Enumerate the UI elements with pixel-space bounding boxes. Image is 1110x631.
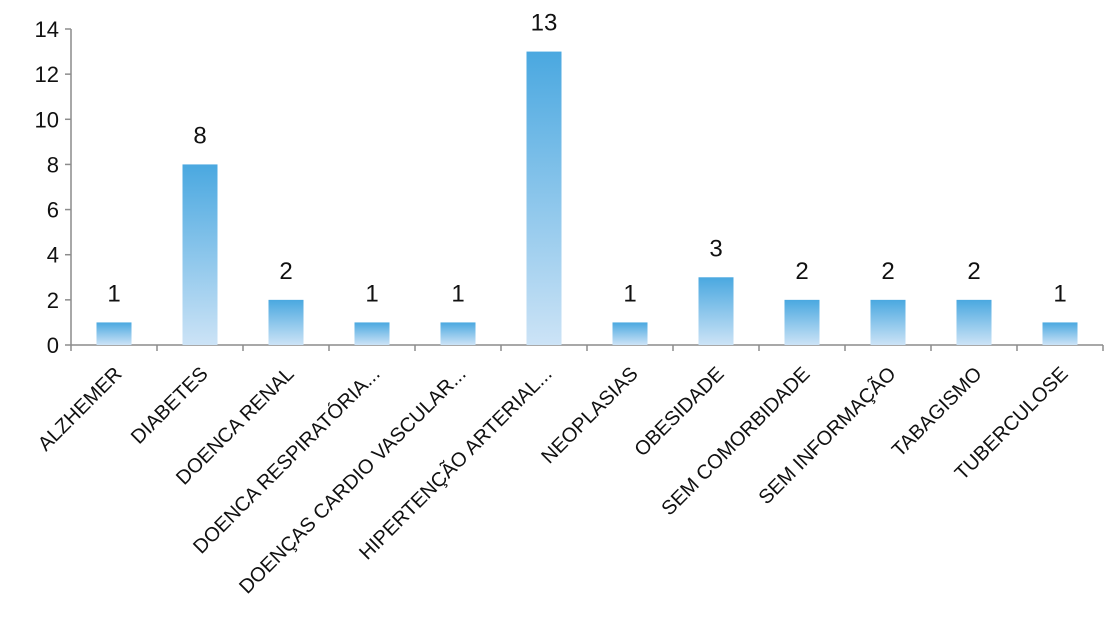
y-tick-label: 2 (47, 288, 59, 313)
y-tick-label: 8 (47, 152, 59, 177)
y-tick-label: 14 (35, 17, 59, 42)
data-label: 8 (193, 122, 206, 149)
bar (698, 277, 734, 345)
data-label: 13 (531, 10, 558, 37)
category-label: DOENCA RESPIRATÓRIA... (189, 362, 385, 558)
category-label: ALZHEMER (34, 363, 127, 456)
bar (182, 164, 218, 345)
y-axis: 0 2 4 6 8 10 12 14 (35, 17, 72, 358)
bar (268, 299, 304, 345)
bar (870, 299, 906, 345)
y-tick-label: 6 (47, 198, 59, 223)
data-label: 1 (107, 280, 120, 307)
bar (784, 299, 820, 345)
data-label: 1 (623, 280, 636, 307)
bar (526, 51, 562, 345)
category-label: SEM INFORMAÇÃO (753, 362, 900, 509)
bar (1042, 322, 1078, 345)
category-label: SEM COMORBIDADE (658, 363, 815, 520)
y-tick-label: 12 (35, 62, 59, 87)
y-tick-label: 4 (47, 243, 59, 268)
data-label: 2 (967, 258, 980, 285)
bar (354, 322, 390, 345)
bar (440, 322, 476, 345)
bar (612, 322, 648, 345)
data-label: 2 (881, 258, 894, 285)
bar (956, 299, 992, 345)
category-label: DIABETES (127, 363, 213, 449)
data-label: 1 (1053, 280, 1066, 307)
x-axis (70, 344, 1104, 351)
data-label: 2 (279, 258, 292, 285)
y-tick-label: 0 (47, 333, 59, 358)
bar (96, 322, 132, 345)
data-label: 1 (451, 280, 464, 307)
data-label: 2 (795, 258, 808, 285)
y-tick-label: 10 (35, 107, 59, 132)
data-label: 1 (365, 280, 378, 307)
bars (96, 51, 1078, 345)
category-label: TABAGISMO (888, 363, 987, 462)
data-label: 3 (709, 235, 722, 262)
category-label: OBESIDADE (630, 363, 728, 461)
